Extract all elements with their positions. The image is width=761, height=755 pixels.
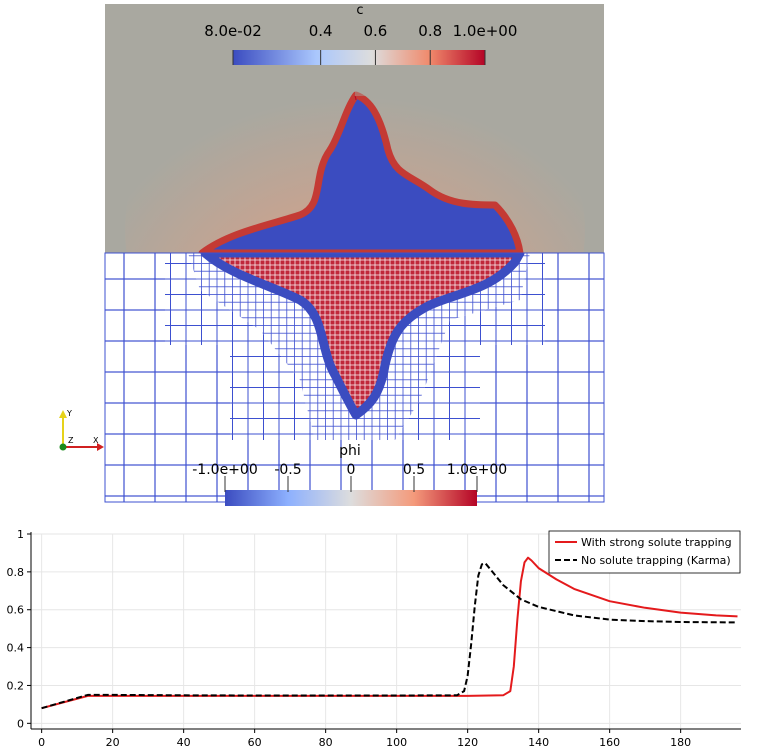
y-tick-label: 0	[17, 717, 24, 730]
chart-legend: With strong solute trapping No solute tr…	[548, 530, 741, 574]
bottom-colorbar-tick-label-2: 0	[347, 462, 356, 478]
chart-grid	[31, 533, 741, 729]
top-colorbar-tick-label-1: 0.4	[309, 22, 333, 40]
top-colorbar-tick-label-4: 1.0e+00	[453, 22, 518, 40]
bottom-colorbar-title: phi	[339, 443, 361, 459]
y-tick-label: 0.6	[7, 604, 25, 617]
y-tick-label: 0.2	[7, 679, 25, 692]
y-tick-label: 0.4	[7, 642, 25, 655]
x-tick-label: 120	[457, 736, 478, 749]
series-line-karma	[41, 562, 738, 710]
top-colorbar-tick-label-0: 8.0e-02	[204, 22, 262, 40]
bottom-colorbar-tick-label-0: -1.0e+00	[192, 462, 257, 478]
x-tick-label: 100	[386, 736, 407, 749]
solid-crystal-top	[198, 91, 524, 253]
y-tick-label: 1	[17, 528, 24, 541]
top-colorbar-tick-label-3: 0.8	[418, 22, 442, 40]
axis-z-label: Z	[68, 436, 74, 445]
axes-triad: Y Z X	[59, 409, 104, 451]
x-tick-label: 60	[248, 736, 262, 749]
axis-y-label: Y	[66, 409, 72, 418]
bottom-colorbar-tick-label-4: 1.0e+00	[447, 462, 507, 478]
x-tick-label: 140	[528, 736, 549, 749]
top-colorbar: c 8.0e-02 0.4 0.6 0.8 1.0e+00	[204, 3, 517, 65]
chart-axes: 0 20 40 60 80 100 120 140 160 180 0 0.2 0.4 0.6 0.8 1	[7, 528, 741, 749]
bottom-colorbar: phi -1.0e+00 -0.5 0 0.5 1.0e+00	[192, 443, 507, 506]
simulation-visualization: c 8.0e-02 0.4 0.6 0.8 1.0e+00 phi -1.0e+00 -0…	[59, 3, 605, 506]
top-colorbar-title: c	[356, 3, 363, 18]
phase-field-mesh-panel	[104, 252, 605, 503]
y-tick-label: 0.8	[7, 566, 25, 579]
top-colorbar-tick-label-2: 0.6	[364, 22, 388, 40]
x-tick-label: 80	[319, 736, 333, 749]
velocity-line-chart: 0 20 40 60 80 100 120 140 160 180 0 0.2 0.4 0.6 0.8 1 W…	[7, 528, 741, 749]
legend-label-trapping: With strong solute trapping	[581, 536, 732, 549]
x-tick-label: 0	[38, 736, 45, 749]
axis-x-label: X	[93, 436, 99, 445]
chart-series	[41, 556, 738, 710]
bottom-colorbar-tick-label-1: -0.5	[274, 462, 301, 478]
solid-crystal-bottom	[200, 253, 525, 420]
x-tick-label: 160	[599, 736, 620, 749]
concentration-field-panel	[105, 4, 604, 253]
bottom-colorbar-tick-label-3: 0.5	[403, 462, 425, 478]
legend-label-karma: No solute trapping (Karma)	[581, 554, 731, 567]
x-tick-label: 40	[177, 736, 191, 749]
x-tick-label: 20	[106, 736, 120, 749]
x-tick-label: 180	[670, 736, 691, 749]
